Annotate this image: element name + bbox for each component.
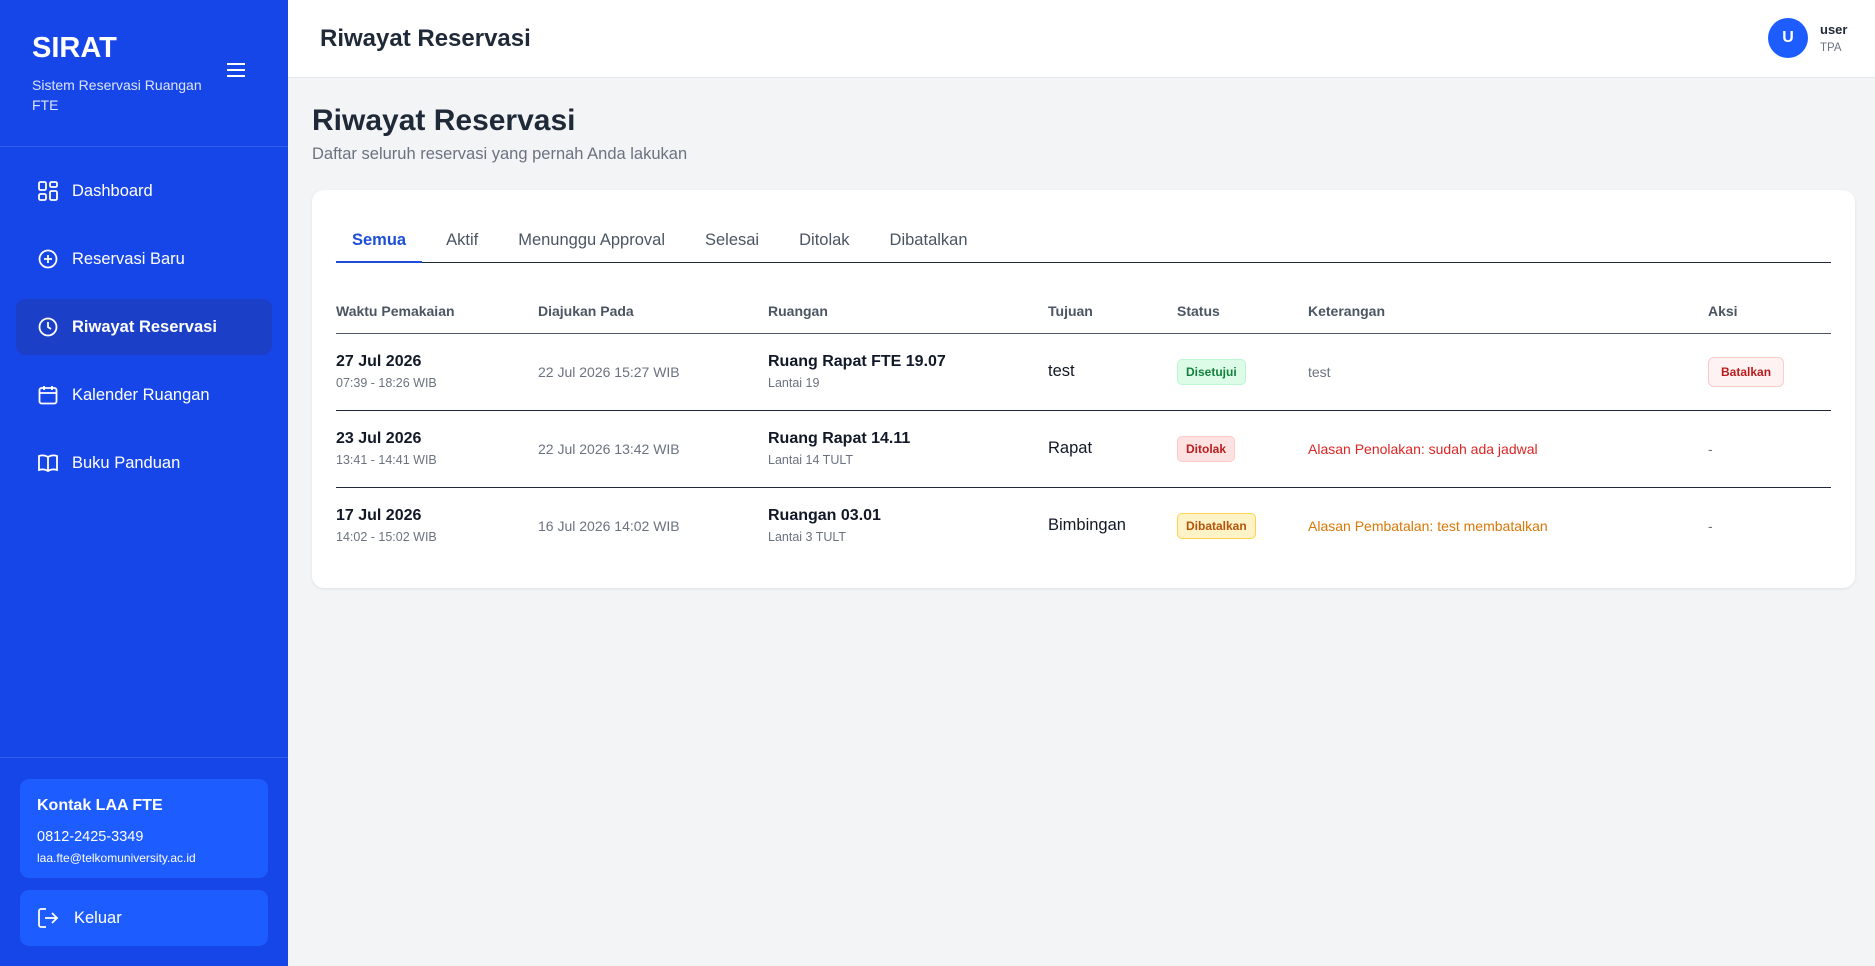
topbar-title: Riwayat Reservasi (320, 25, 531, 52)
cell: Disetujui (1177, 333, 1308, 411)
status-badge: Disetujui (1177, 358, 1246, 385)
note: Alasan Penolakan: sudah ada jadwal (1308, 410, 1708, 488)
column-header: Tujuan (1048, 290, 1177, 334)
divider (0, 146, 288, 147)
floor: Lantai 19 (768, 376, 820, 390)
menu-item[interactable]: Reservasi Baru (16, 231, 272, 287)
time: 14:02 - 15:02 WIB (336, 530, 437, 545)
tab[interactable]: Semua (336, 218, 423, 263)
tab[interactable]: Ditolak (799, 231, 850, 249)
cell: Dibatalkan (1177, 487, 1308, 564)
cell: 23 Jul 2026 13:41 - 14:41 WIB (336, 410, 538, 488)
submitted: 22 Jul 2026 15:27 WIB (538, 333, 768, 411)
floor: Lantai 3 TULT (768, 530, 847, 545)
submitted: 22 Jul 2026 13:42 WIB (538, 410, 768, 488)
page-subtitle: Daftar seluruh reservasi yang pernah And… (312, 145, 688, 163)
date: 23 Jul 2026 (336, 430, 422, 447)
column-header: Ruangan (768, 290, 1048, 334)
column-header: Diajukan Pada (538, 290, 768, 334)
cell: Ditolak (1177, 410, 1308, 488)
date: 27 Jul 2026 (336, 353, 422, 370)
table: Waktu Pemakaian Diajukan Pada Ruangan Tujua… (336, 290, 1831, 564)
cancel-button[interactable]: Batalkan (1708, 356, 1785, 387)
menu-toggle[interactable] (226, 62, 246, 78)
time: 13:41 - 14:41 WIB (336, 453, 437, 467)
menu-item[interactable]: Kalender Ruangan (16, 367, 272, 423)
action: - (1708, 440, 1713, 457)
column-header: Status (1177, 290, 1308, 334)
page-title: Riwayat Reservasi (312, 104, 576, 137)
room: Ruang Rapat FTE 19.07 (768, 353, 946, 370)
sidebar: SIRAT Sistem Reservasi Ruangan FTE Dashb… (0, 0, 288, 966)
purpose: Bimbingan (1048, 516, 1126, 535)
note: test (1308, 333, 1708, 411)
table-row: 23 Jul 2026 13:41 - 14:41 WIB 22 Jul 2026 … (336, 410, 1831, 488)
date: 17 Jul 2026 (336, 507, 422, 525)
brand-subtitle: Sistem Reservasi Ruangan FTE (32, 77, 202, 113)
menu-label: Dashboard (72, 181, 153, 200)
user-name: user (1820, 22, 1848, 37)
brand: SIRAT (32, 32, 117, 64)
floor: Lantai 14 TULT (768, 453, 854, 467)
table-row: 27 Jul 2026 07:39 - 18:26 WIB 22 Jul 2026 … (336, 333, 1831, 411)
cell: Batalkan (1708, 333, 1831, 411)
contact-box: Kontak LAA FTE 0812-2425-3349 laa.fte@te… (20, 779, 268, 878)
contact-title: Kontak LAA FTE (37, 797, 163, 814)
cell: Ruangan 03.01 Lantai 3 TULT (768, 487, 1048, 564)
menu-item-active[interactable]: Riwayat Reservasi (16, 299, 272, 355)
status-badge: Ditolak (1177, 435, 1236, 462)
avatar[interactable]: U (1768, 18, 1808, 58)
action: - (1708, 517, 1713, 534)
logout-label: Keluar (74, 908, 122, 927)
purpose: Rapat (1048, 410, 1177, 488)
menu-label: Riwayat Reservasi (72, 317, 217, 336)
cell: Ruang Rapat FTE 19.07 Lantai 19 (768, 333, 1048, 411)
menu-label: Buku Panduan (72, 453, 181, 472)
menu-item[interactable]: Dashboard (16, 163, 272, 219)
tab[interactable]: Dibatalkan (889, 231, 968, 249)
topbar: Riwayat Reservasi U user TPA (288, 0, 1875, 78)
user-role: TPA (1820, 42, 1842, 54)
room: Ruangan 03.01 (768, 507, 881, 525)
status-badge: Dibatalkan (1177, 512, 1256, 539)
room: Ruang Rapat 14.11 (768, 430, 911, 447)
cell: 17 Jul 2026 14:02 - 15:02 WIB (336, 487, 538, 564)
time: 07:39 - 18:26 WIB (336, 376, 437, 390)
column-header: Keterangan (1308, 290, 1708, 334)
divider (0, 757, 288, 758)
purpose: test (1048, 333, 1177, 411)
menu-label: Reservasi Baru (72, 249, 185, 268)
menu-label: Kalender Ruangan (72, 385, 210, 404)
note: Alasan Pembatalan: test membatalkan (1308, 517, 1548, 534)
cell: - (1708, 410, 1831, 488)
tab[interactable]: Aktif (446, 231, 479, 249)
card: Semua Aktif Menunggu Approval Selesai Ditola… (312, 190, 1855, 588)
cell: Ruang Rapat 14.11 Lantai 14 TULT (768, 410, 1048, 488)
menu-item[interactable]: Buku Panduan (16, 435, 272, 491)
tab[interactable]: Selesai (704, 231, 760, 249)
column-header: Waktu Pemakaian (336, 290, 538, 334)
logout-button[interactable]: Keluar (20, 890, 268, 946)
column-header: Aksi (1708, 290, 1831, 334)
contact-phone: 0812-2425-3349 (37, 829, 144, 845)
cell: 27 Jul 2026 07:39 - 18:26 WIB (336, 333, 538, 411)
submitted: 16 Jul 2026 14:02 WIB (538, 517, 680, 534)
contact-email: laa.fte@telkomuniversity.ac.id (37, 851, 196, 865)
tab[interactable]: Menunggu Approval (518, 231, 665, 249)
table-row: 17 Jul 2026 14:02 - 15:02 WIB 16 Jul 2026 … (336, 487, 1831, 564)
tabs: Semua Aktif Menunggu Approval Selesai Ditola… (336, 218, 1831, 263)
cell: - (1708, 487, 1831, 564)
